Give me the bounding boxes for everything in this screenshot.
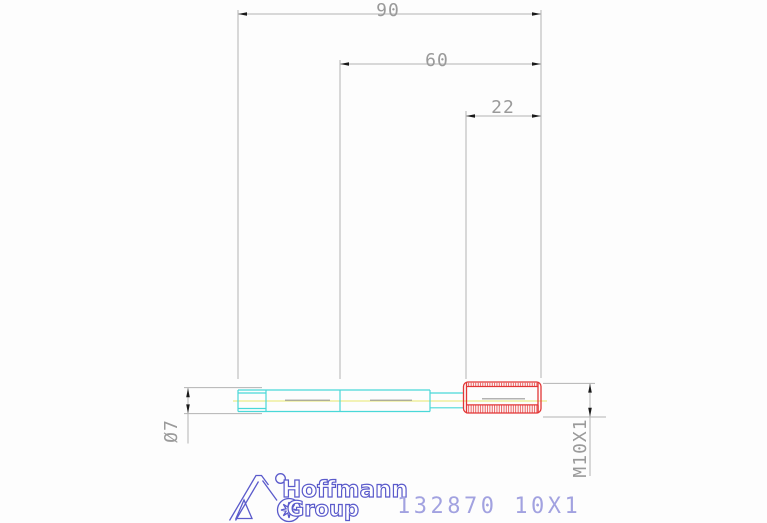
dim-label-mid-length: 60 <box>425 50 449 71</box>
tap-thread-section <box>462 381 542 414</box>
dimension-line-22 <box>466 114 541 118</box>
centerline <box>233 398 547 402</box>
dimension-line-60 <box>340 62 541 66</box>
hoffmann-logo-icon <box>228 473 302 523</box>
dim-label-thread-length: 22 <box>491 97 515 118</box>
dim-label-shank-diameter: Ø7 <box>161 419 182 443</box>
dimension-line-90 <box>238 12 541 16</box>
dimension-line-m10x1 <box>588 383 592 476</box>
logo-text-group: Group <box>286 497 360 521</box>
extension-lines <box>184 10 606 418</box>
dimension-line-diameter7 <box>186 388 190 444</box>
part-code-label: 132870 10X1 <box>397 494 582 519</box>
logo-text-hoffmann: Hoffmann <box>281 477 408 503</box>
dim-label-overall-length: 90 <box>376 0 400 21</box>
tap-shank-outline <box>237 389 463 413</box>
dim-label-thread-spec: M10X1 <box>570 418 591 478</box>
